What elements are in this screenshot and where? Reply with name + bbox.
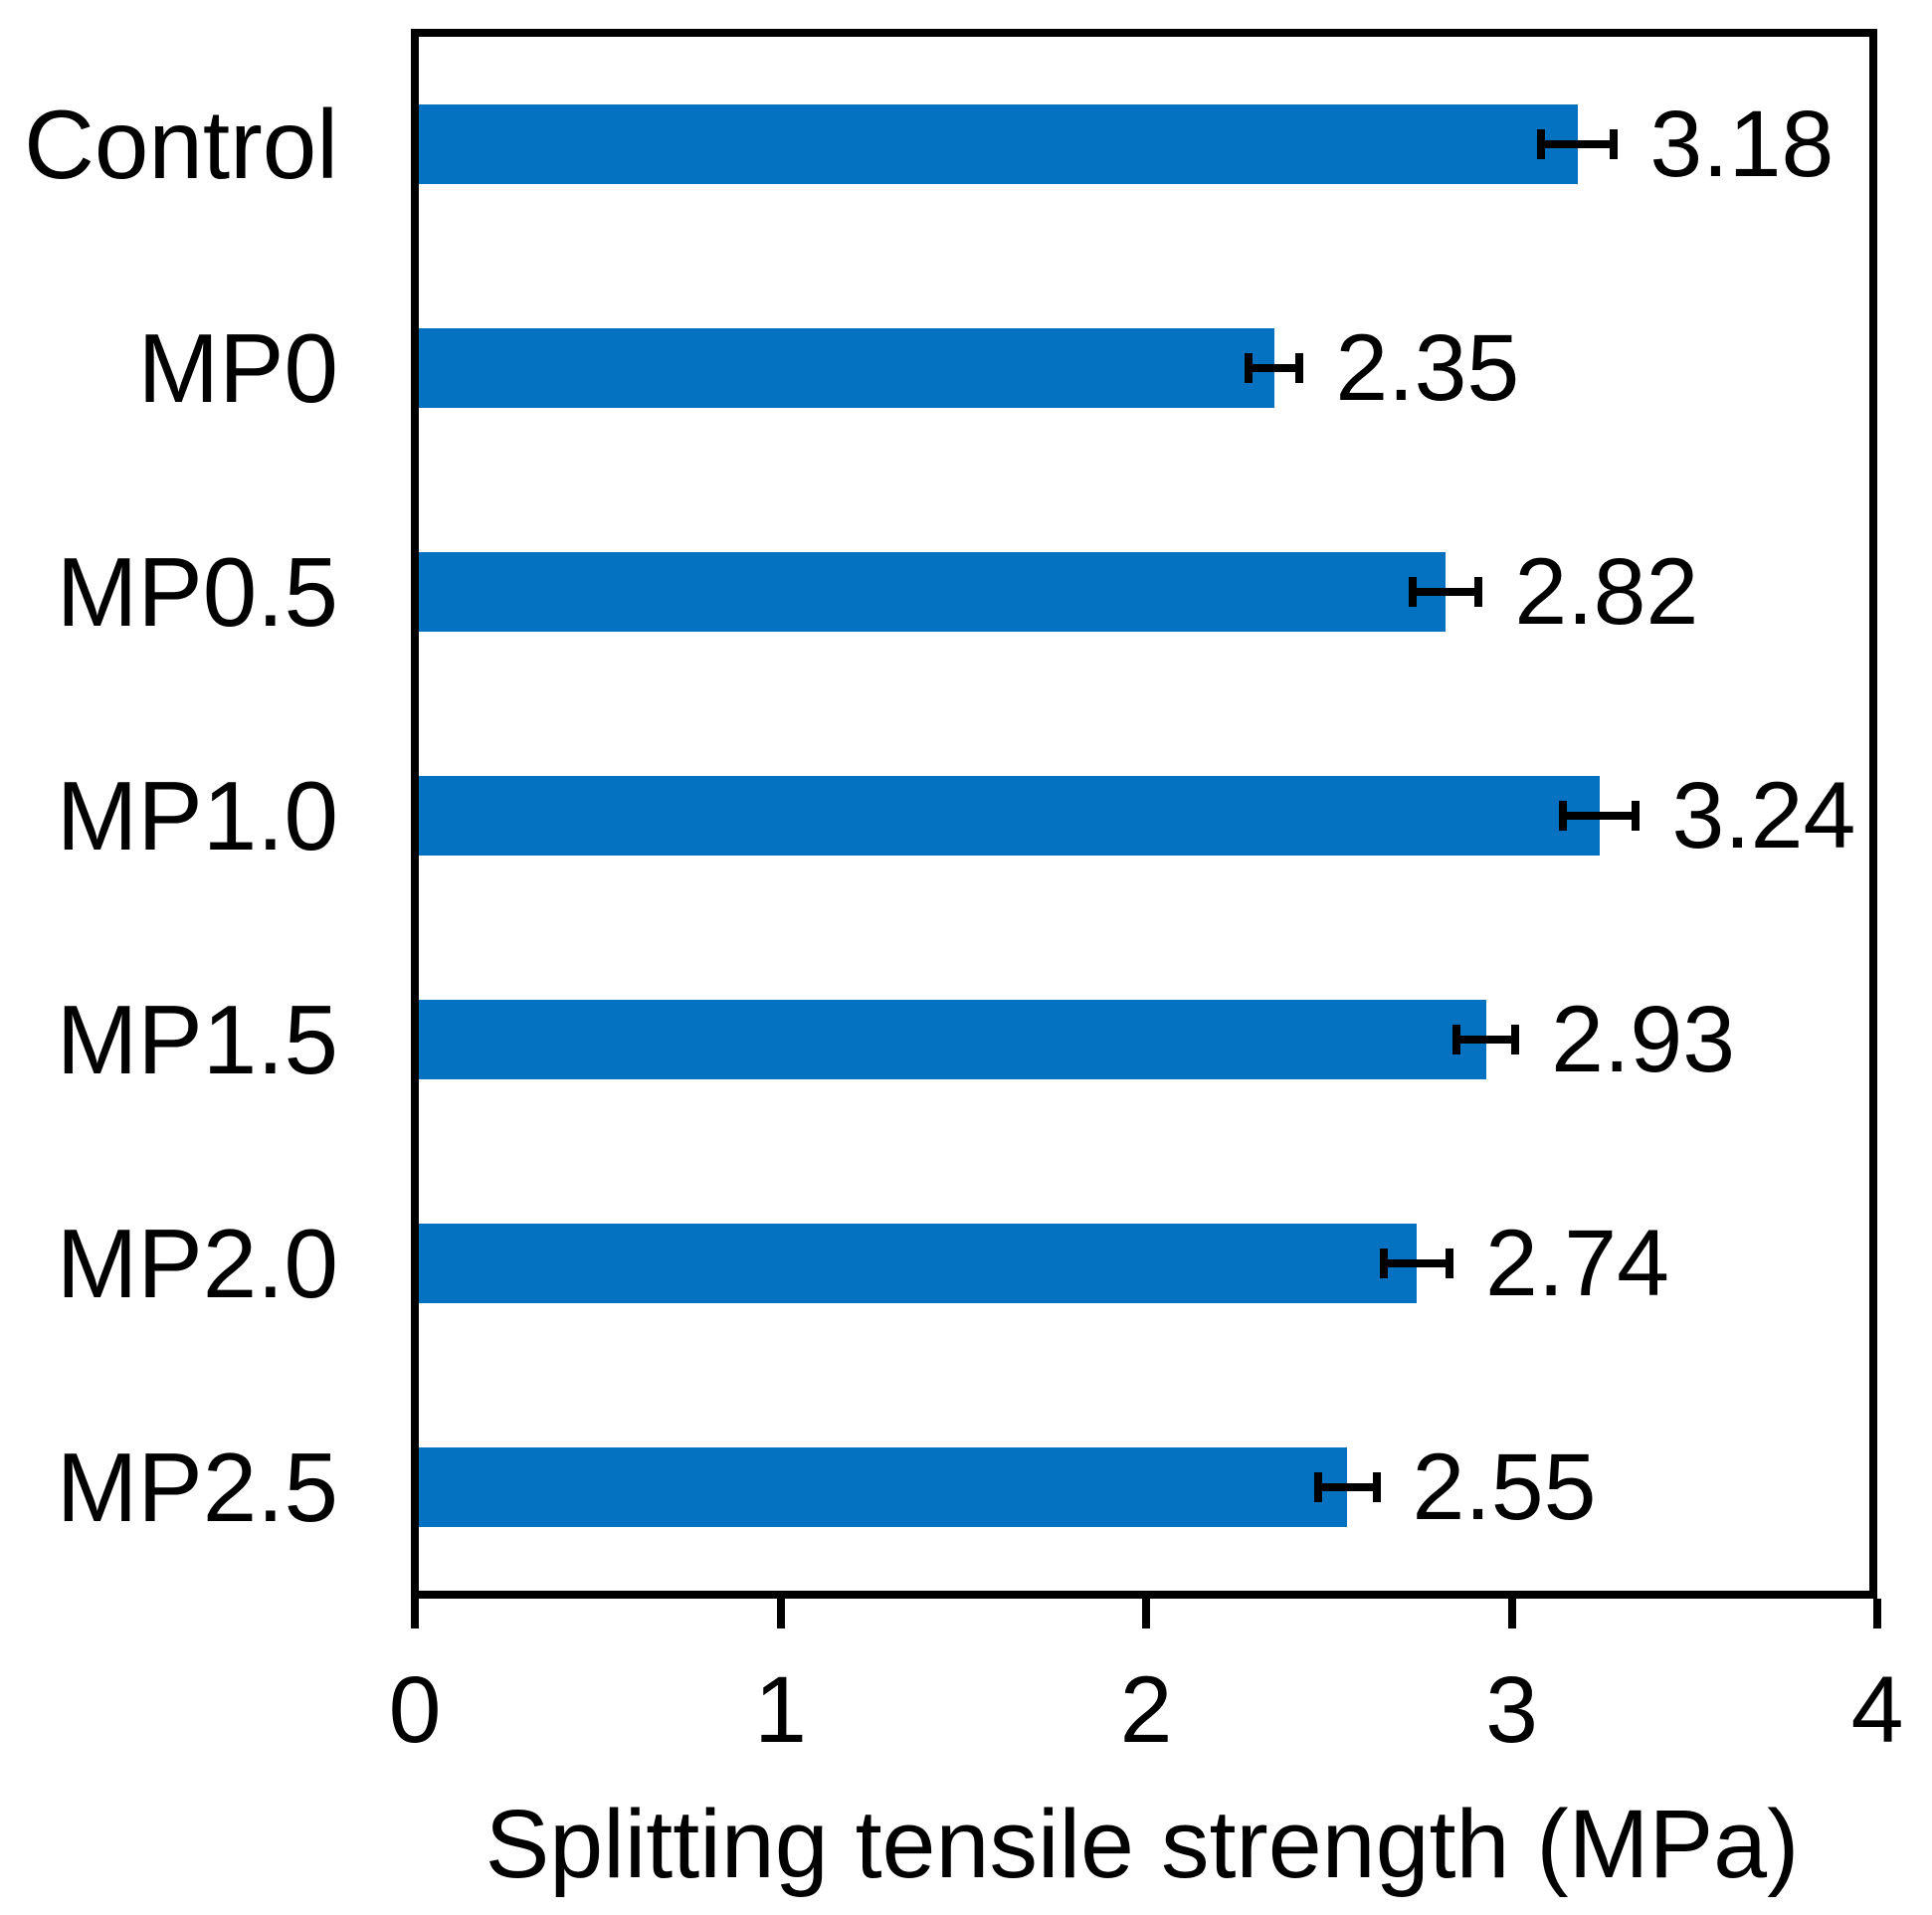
error-bar-cap-right	[1610, 129, 1619, 160]
x-axis-tick	[1142, 1599, 1150, 1628]
error-bar-cap-left	[1379, 1247, 1388, 1278]
error-bar-line	[1317, 1482, 1377, 1491]
error-bar-line	[1562, 812, 1637, 820]
error-bar-cap-left	[1558, 801, 1567, 831]
error-bar-line	[1540, 140, 1615, 149]
error-bar-cap-right	[1511, 1024, 1520, 1054]
category-label: MP1.5	[56, 984, 338, 1094]
bar-value-label: 3.24	[1671, 763, 1856, 868]
bar	[419, 1446, 1348, 1527]
x-axis-tick-label: 0	[388, 1657, 442, 1763]
x-axis-tick	[1873, 1599, 1881, 1628]
error-bar-line	[1248, 364, 1300, 373]
category-label: Control	[24, 90, 338, 200]
x-axis-tick-label: 3	[1485, 1657, 1538, 1763]
error-bar-cap-right	[1446, 1247, 1454, 1278]
error-bar-cap-left	[1244, 353, 1253, 384]
bar	[419, 328, 1274, 409]
x-axis-title: Splitting tensile strength (MPa)	[484, 1790, 1800, 1898]
x-axis-tick-label: 1	[754, 1657, 807, 1763]
error-bar-line	[1413, 588, 1479, 597]
bar	[419, 776, 1600, 856]
error-bar-cap-left	[1409, 577, 1418, 608]
category-label: MP0.5	[56, 537, 338, 648]
bar	[419, 1223, 1417, 1303]
category-label: MP0	[137, 313, 338, 424]
x-axis-tick	[1507, 1599, 1516, 1628]
category-label: MP1.0	[56, 761, 338, 870]
bar-value-label: 2.82	[1514, 539, 1699, 646]
error-bar-cap-right	[1474, 577, 1483, 608]
error-bar-cap-right	[1632, 801, 1641, 831]
error-bar-line	[1383, 1258, 1450, 1267]
x-axis-tick-label: 2	[1119, 1657, 1173, 1763]
x-axis-tick	[411, 1599, 419, 1628]
error-bar-cap-right	[1372, 1471, 1381, 1502]
bar-value-label: 3.18	[1649, 92, 1835, 198]
category-label: MP2.0	[56, 1208, 338, 1318]
bar-value-label: 2.74	[1485, 1210, 1669, 1316]
error-bar-cap-left	[1452, 1024, 1461, 1054]
x-axis-tick	[776, 1599, 785, 1628]
bar	[419, 104, 1578, 185]
error-bar-cap-right	[1295, 353, 1304, 384]
error-bar-cap-left	[1536, 129, 1545, 160]
bar	[419, 552, 1447, 633]
bar	[419, 999, 1486, 1079]
x-axis-tick-label: 4	[1850, 1657, 1904, 1763]
bar-value-label: 2.55	[1412, 1434, 1597, 1540]
bar-value-label: 2.35	[1335, 315, 1520, 422]
error-bar-cap-left	[1313, 1471, 1322, 1502]
bar-value-label: 2.93	[1551, 986, 1736, 1092]
error-bar-line	[1456, 1035, 1516, 1044]
category-label: MP2.5	[56, 1432, 338, 1542]
